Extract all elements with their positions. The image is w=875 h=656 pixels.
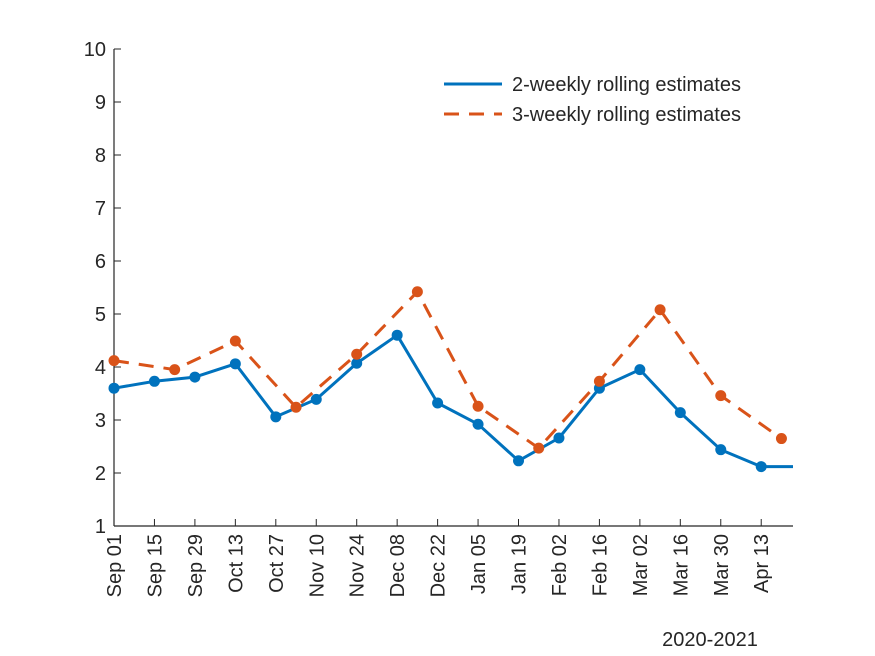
series-line: [113, 333, 793, 469]
data-point: [432, 397, 444, 409]
data-point: [775, 433, 787, 445]
x-tick-label: Oct 13: [225, 534, 247, 593]
x-tick-label: Nov 10: [306, 534, 328, 597]
data-point: [634, 364, 646, 376]
x-tick-label: Sep 15: [144, 534, 166, 597]
y-tick-label: 9: [95, 92, 106, 114]
x-tick-label: Dec 22: [428, 534, 450, 597]
data-point: [108, 355, 120, 367]
data-point: [715, 444, 727, 456]
data-point: [108, 382, 120, 394]
x-tick-label: Jan 19: [509, 534, 531, 594]
y-tick-label: 5: [95, 304, 106, 326]
legend-label: 2-weekly rolling estimates: [512, 74, 741, 96]
data-point: [472, 418, 484, 430]
data-point: [593, 375, 605, 387]
data-point: [229, 335, 241, 347]
data-point: [148, 375, 160, 387]
legend: 2-weekly rolling estimates 3-weekly rolli…: [444, 74, 741, 126]
series-1: [108, 329, 793, 473]
x-tick-label: Apr 13: [751, 534, 773, 593]
data-point: [229, 358, 241, 370]
data-point: [290, 401, 302, 413]
x-tick-label: Mar 02: [630, 534, 652, 596]
y-tick-label: 3: [95, 410, 106, 432]
y-tick-label: 10: [84, 39, 106, 61]
data-point: [715, 390, 727, 402]
x-tick-label: Dec 08: [387, 534, 409, 597]
x-tick-label: Mar 30: [711, 534, 733, 596]
data-point: [553, 432, 565, 444]
data-point: [351, 348, 363, 360]
x-tick-label: Nov 24: [347, 534, 369, 597]
series-2: [108, 286, 787, 454]
series-layer: [108, 286, 793, 473]
data-point: [533, 442, 545, 454]
x-tick-label: Sep 29: [185, 534, 207, 597]
x-tick-label: Mar 16: [670, 534, 692, 596]
data-point: [189, 371, 201, 383]
data-point: [513, 455, 525, 467]
x-tick-label: Jan 05: [468, 534, 490, 594]
data-point: [755, 461, 767, 473]
y-tick-label: 6: [95, 251, 106, 273]
data-point: [472, 400, 484, 412]
data-point: [654, 304, 666, 316]
x-tick-label: Sep 01: [104, 534, 126, 597]
y-tick-label: 7: [95, 198, 106, 220]
y-tick-label: 2: [95, 463, 106, 485]
data-point: [351, 357, 363, 369]
series-line: [113, 290, 783, 450]
x-tick-label: Feb 16: [589, 534, 611, 596]
data-point: [169, 364, 181, 376]
data-point: [674, 407, 686, 419]
data-point: [310, 393, 322, 405]
y-tick-label: 4: [95, 357, 106, 379]
legend-label: 3-weekly rolling estimates: [512, 104, 741, 126]
x-axis-label: 2020-2021: [662, 629, 758, 651]
x-tick-label: Oct 27: [266, 534, 288, 593]
axes: 1 2 3 4 5 6 7 8 9 10 Sep 01 Sep 15 Sep 29 Oct 13 Oct 2…: [84, 39, 793, 597]
x-tick-label: Feb 02: [549, 534, 571, 596]
data-point: [270, 411, 282, 423]
y-tick-label: 8: [95, 145, 106, 167]
data-point: [411, 286, 423, 298]
y-tick-label: 1: [95, 516, 106, 538]
data-point: [391, 329, 403, 341]
